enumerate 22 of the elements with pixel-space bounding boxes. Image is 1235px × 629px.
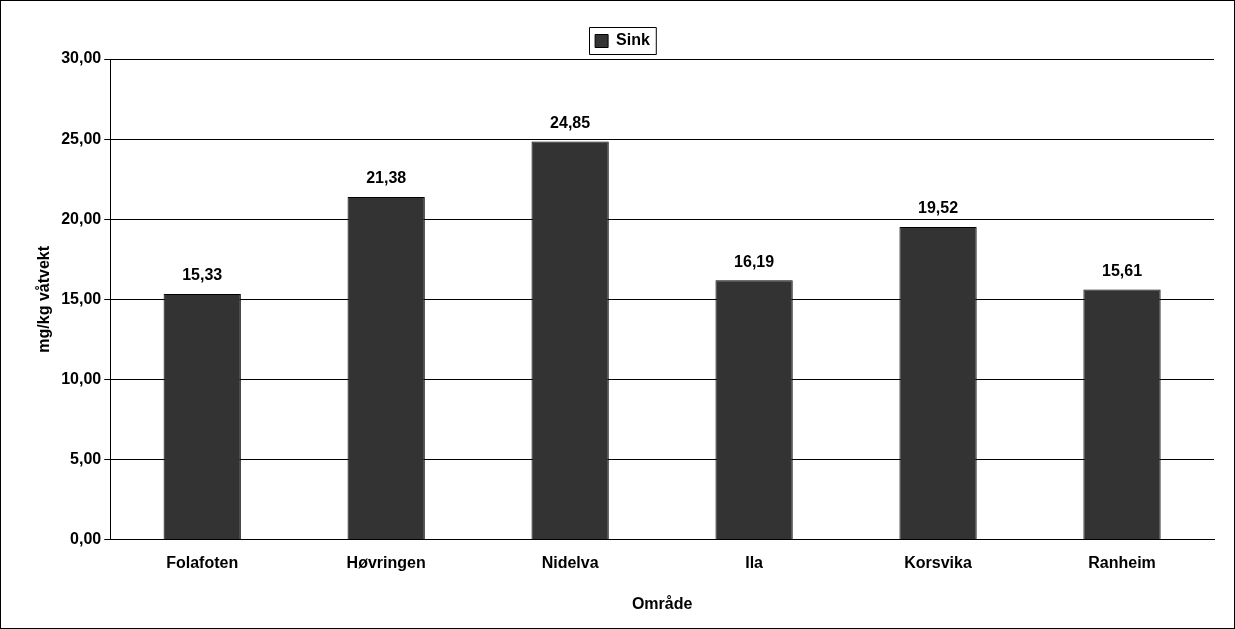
y-axis-title: mg/kg våtvekt	[35, 245, 53, 353]
data-label: 15,33	[182, 266, 223, 284]
data-label: 15,61	[1102, 261, 1143, 279]
x-axis-title: Område	[631, 594, 693, 612]
y-tick-label: 30,00	[61, 49, 102, 67]
y-tick-label: 20,00	[61, 209, 102, 227]
data-label: 19,52	[918, 199, 959, 217]
x-tick-label: Ranheim	[1088, 553, 1156, 571]
x-tick-label: Ila	[745, 553, 764, 571]
x-tick-label: Nidelva	[541, 553, 599, 571]
y-tick-label: 0,00	[70, 530, 102, 548]
data-label: 24,85	[550, 113, 591, 131]
data-label: 16,19	[734, 252, 775, 270]
x-tick-label: Korsvika	[904, 553, 972, 571]
data-label: 21,38	[366, 169, 407, 187]
x-tick-label: Folafoten	[166, 553, 239, 571]
legend-label: Sink	[616, 31, 650, 49]
y-tick-label: 10,00	[61, 369, 102, 387]
y-tick-label: 25,00	[61, 129, 102, 147]
y-tick-label: 15,00	[61, 289, 102, 307]
x-tick-label: Høvringen	[346, 553, 426, 571]
y-tick-label: 5,00	[70, 449, 102, 467]
